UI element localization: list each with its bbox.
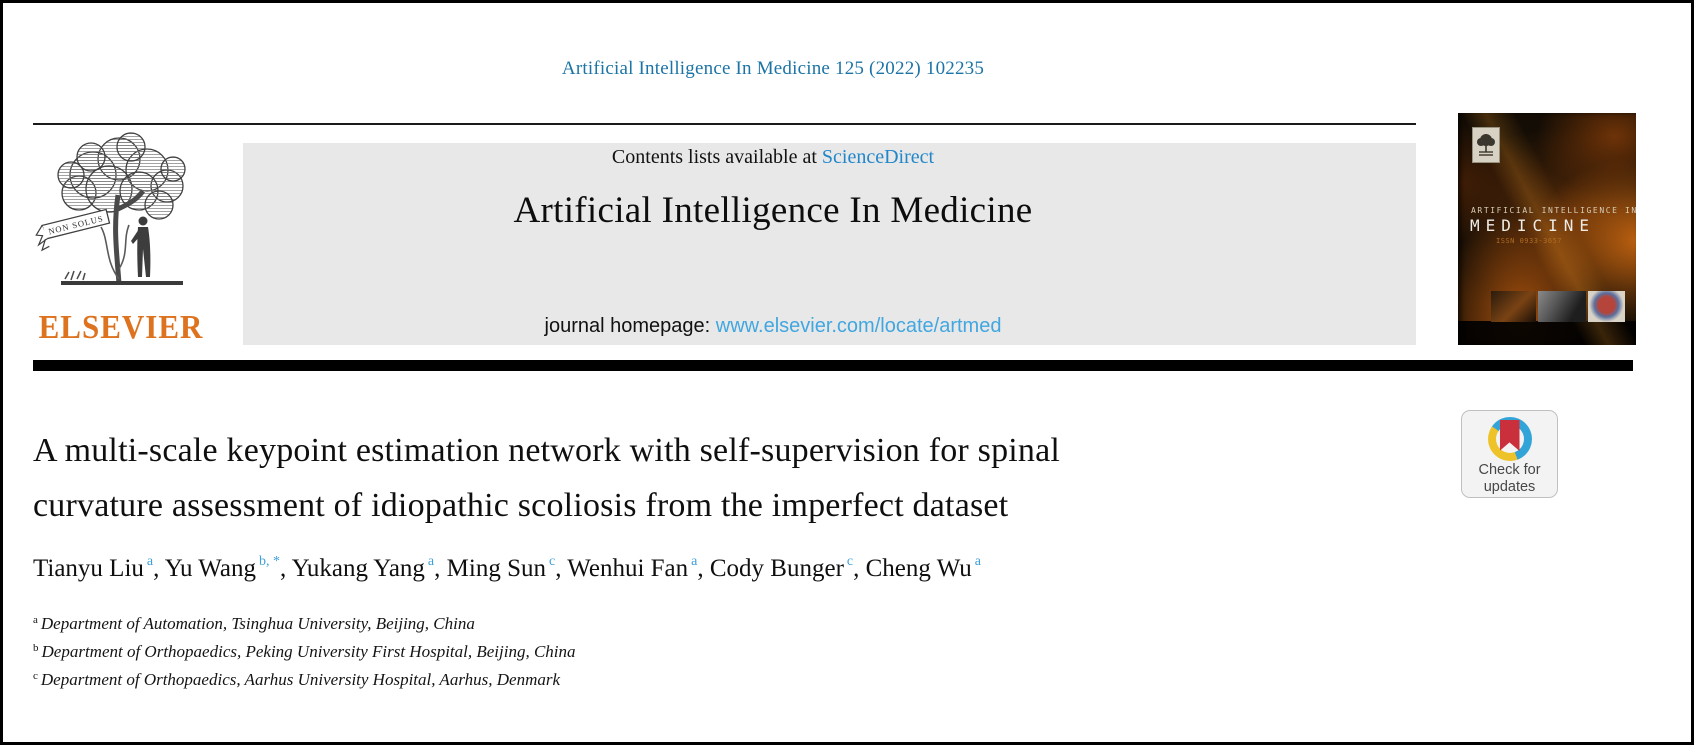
author-list: Tianyu Liu a, Yu Wang b, *, Yukang Yang a, … — [33, 554, 1433, 583]
journal-title: Artificial Intelligence In Medicine — [513, 190, 1033, 231]
affiliation: a Department of Automation, Tsinghua Univ… — [33, 614, 475, 633]
article-title-line-1: A multi-scale keypoint estimation networ… — [33, 432, 1061, 469]
article-title-line-2: curvature assessment of idiopathic scoli… — [33, 487, 1009, 524]
contents-lists-line: Contents lists available at ScienceDirec… — [243, 146, 1303, 169]
header-black-bar — [33, 360, 1633, 371]
journal-cover-thumbnail: ARTIFICIAL INTELLIGENCE IN MEDICINE ISSN… — [1458, 113, 1636, 345]
check-for-updates-badge[interactable]: Check for updates — [1461, 410, 1558, 498]
author: Cheng Wu a — [865, 554, 982, 582]
crossmark-bookmark-icon — [1499, 420, 1520, 451]
article-title: A multi-scale keypoint estimation networ… — [33, 423, 1353, 533]
journal-homepage-line: journal homepage: www.elsevier.com/locat… — [243, 315, 1303, 338]
contents-lists-text: Contents lists available at — [611, 146, 822, 168]
author-affiliation-sup: c — [548, 554, 556, 569]
author-affiliation-sup: a — [974, 554, 982, 569]
author: Yu Wang b, *, — [164, 554, 292, 582]
affiliation-list: a Department of Automation, Tsinghua Univ… — [33, 608, 576, 692]
author-affiliation-sup: a — [427, 554, 435, 569]
sciencedirect-link[interactable]: ScienceDirect — [821, 146, 935, 168]
author-affiliation-sup: b, * — [258, 554, 280, 569]
journal-homepage-link[interactable]: www.elsevier.com/locate/artmed — [715, 315, 1002, 337]
elsevier-mini-logo — [1472, 127, 1500, 163]
affiliation-sup: a — [33, 614, 38, 626]
cover-issn: ISSN 0933-3657 — [1496, 237, 1563, 245]
cover-thumb-clinician — [1538, 291, 1586, 322]
author-affiliation-sup: a — [146, 554, 154, 569]
cover-journal-title: MEDICINE — [1470, 216, 1596, 235]
author: Yukang Yang a, — [291, 554, 447, 582]
elsevier-logo: NON SOLUS ELSEVIER — [31, 129, 211, 346]
journal-citation-link[interactable]: Artificial Intelligence In Medicine 125 … — [561, 58, 985, 79]
cover-thumb-brain-scan — [1588, 291, 1625, 322]
cover-thumb-robot — [1491, 291, 1536, 322]
affiliation-sup: c — [33, 670, 38, 682]
affiliation-sup: b — [33, 642, 39, 654]
author: Ming Sun c, — [446, 554, 568, 582]
journal-header-banner: Contents lists available at ScienceDirec… — [243, 143, 1416, 345]
affiliation: c Department of Orthopaedics, Aarhus Univ… — [33, 670, 561, 689]
check-for-updates-label: Check for updates — [1478, 462, 1541, 495]
cover-series-title: ARTIFICIAL INTELLIGENCE IN — [1471, 206, 1636, 215]
author: Cody Bunger c, — [709, 554, 866, 582]
author: Wenhui Fan a, — [567, 554, 710, 582]
author: Tianyu Liu a, — [33, 554, 165, 582]
author-affiliation-sup: a — [691, 554, 698, 569]
affiliation: b Department of Orthopaedics, Peking Univ… — [33, 642, 576, 661]
header-divider-rule — [33, 123, 1416, 125]
elsevier-tree-icon: NON SOLUS — [35, 132, 186, 285]
cover-image-strip — [1458, 291, 1636, 322]
author-affiliation-sup: c — [846, 554, 854, 569]
crossmark-ring-icon — [1487, 417, 1532, 461]
homepage-prefix-text: journal homepage: — [544, 315, 716, 337]
elsevier-wordmark: ELSEVIER — [38, 308, 204, 346]
